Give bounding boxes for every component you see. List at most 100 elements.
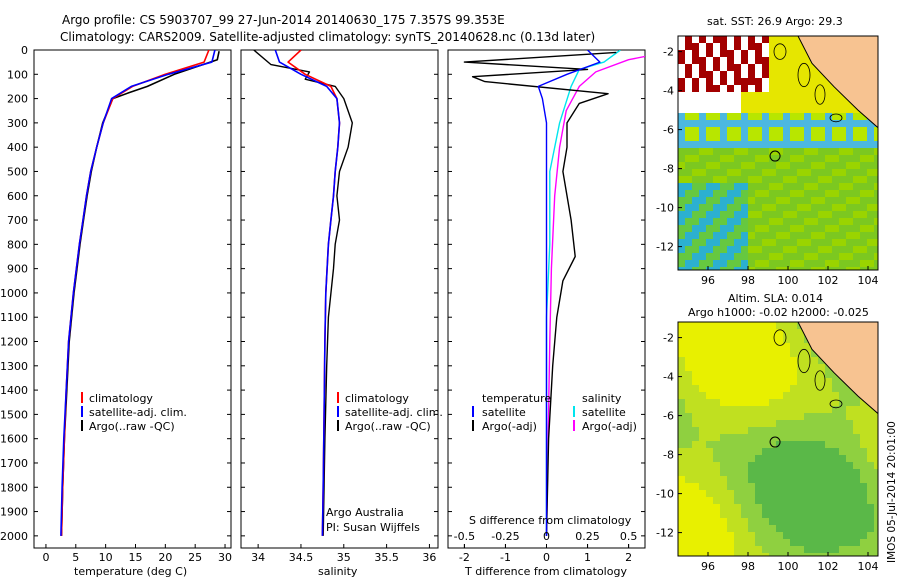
map-field-cell <box>874 148 878 155</box>
map-field-cell <box>790 211 797 218</box>
map-field-cell <box>797 92 804 99</box>
map-field-cell <box>692 204 699 211</box>
map-field-cell <box>706 343 713 350</box>
map-field-cell <box>804 399 811 406</box>
map-field-cell <box>720 183 727 190</box>
map-field-cell <box>762 218 769 225</box>
map-field-cell <box>867 469 874 476</box>
map-field-cell <box>839 469 846 476</box>
map-field-cell <box>706 392 713 399</box>
map-field-cell <box>713 106 720 113</box>
map-field-cell <box>846 553 853 556</box>
map-field-cell <box>867 260 874 267</box>
map-field-cell <box>832 155 839 162</box>
map-field-cell <box>776 183 783 190</box>
map-field-cell <box>741 357 748 364</box>
map-field-cell <box>797 85 804 92</box>
map-field-cell <box>804 497 811 504</box>
legend-swatch-climatology <box>337 392 339 403</box>
map-field-cell <box>727 455 734 462</box>
map-field-cell <box>776 218 783 225</box>
map-field-cell <box>818 448 825 455</box>
map-field-cell <box>818 441 825 448</box>
map-field-cell <box>832 246 839 253</box>
map-field-cell <box>741 399 748 406</box>
map-field-cell <box>797 553 804 556</box>
map-field-cell <box>790 329 797 336</box>
map-field-cell <box>748 469 755 476</box>
map-field-cell <box>755 113 762 120</box>
map-field-cell <box>727 106 734 113</box>
map-lon-label: 100 <box>778 274 799 287</box>
map-field-cell <box>846 225 853 232</box>
map-field-cell <box>832 106 839 113</box>
map-field-cell <box>734 85 741 92</box>
map-field-cell <box>699 239 706 246</box>
legend-heading-salinity: salinity <box>582 392 622 405</box>
map-field-cell <box>720 427 727 434</box>
map-field-cell <box>804 155 811 162</box>
map-field-cell <box>776 357 783 364</box>
map-field-cell <box>874 441 878 448</box>
map-field-cell <box>853 267 860 270</box>
map-field-cell <box>685 448 692 455</box>
map-field-cell <box>783 190 790 197</box>
map-field-cell <box>860 490 867 497</box>
map-field-cell <box>755 43 762 50</box>
map-field-cell <box>685 162 692 169</box>
map-field-cell <box>685 218 692 225</box>
map-field-cell <box>797 260 804 267</box>
map-field-cell <box>832 225 839 232</box>
map-field-cell <box>692 190 699 197</box>
map-field-cell <box>734 99 741 106</box>
map-field-cell <box>783 71 790 78</box>
map-field-cell <box>783 99 790 106</box>
map-field-cell <box>783 385 790 392</box>
map-field-cell <box>755 462 762 469</box>
map-field-cell <box>874 462 878 469</box>
map-field-cell <box>811 399 818 406</box>
map-field-cell <box>811 518 818 525</box>
map-field-cell <box>755 36 762 43</box>
map-field-cell <box>825 469 832 476</box>
map-field-cell <box>783 148 790 155</box>
map-field-cell <box>762 43 769 50</box>
map-field-cell <box>776 127 783 134</box>
map-field-cell <box>839 148 846 155</box>
map-field-cell <box>706 211 713 218</box>
map-field-cell <box>692 127 699 134</box>
map-field-cell <box>685 169 692 176</box>
map-field-cell <box>846 420 853 427</box>
temperature-panel-frame <box>33 49 232 549</box>
satellite-salinity-line <box>274 50 341 536</box>
map-field-cell <box>790 141 797 148</box>
map-lon-label: 100 <box>778 560 799 573</box>
map-field-cell <box>811 511 818 518</box>
map-field-cell <box>825 434 832 441</box>
map-field-cell <box>706 218 713 225</box>
map-field-cell <box>846 176 853 183</box>
map-field-cell <box>727 504 734 511</box>
map-field-cell <box>720 385 727 392</box>
map-field-cell <box>734 399 741 406</box>
map-field-cell <box>776 378 783 385</box>
map-field-cell <box>797 267 804 270</box>
map-field-cell <box>727 218 734 225</box>
map-field-cell <box>776 525 783 532</box>
map-field-cell <box>790 553 797 556</box>
map-field-cell <box>804 267 811 270</box>
map-field-cell <box>706 190 713 197</box>
map-field-cell <box>783 406 790 413</box>
map-field-cell <box>797 176 804 183</box>
map-field-cell <box>713 448 720 455</box>
map-field-cell <box>839 525 846 532</box>
map-field-cell <box>769 211 776 218</box>
map-field-cell <box>867 434 874 441</box>
map-field-cell <box>748 120 755 127</box>
sdiff-x-tick-label: -0.25 <box>491 530 519 543</box>
map-field-cell <box>685 525 692 532</box>
map-field-cell <box>769 469 776 476</box>
map-field-cell <box>741 469 748 476</box>
climatology-temperature-line <box>60 50 210 536</box>
map-field-cell <box>811 162 818 169</box>
